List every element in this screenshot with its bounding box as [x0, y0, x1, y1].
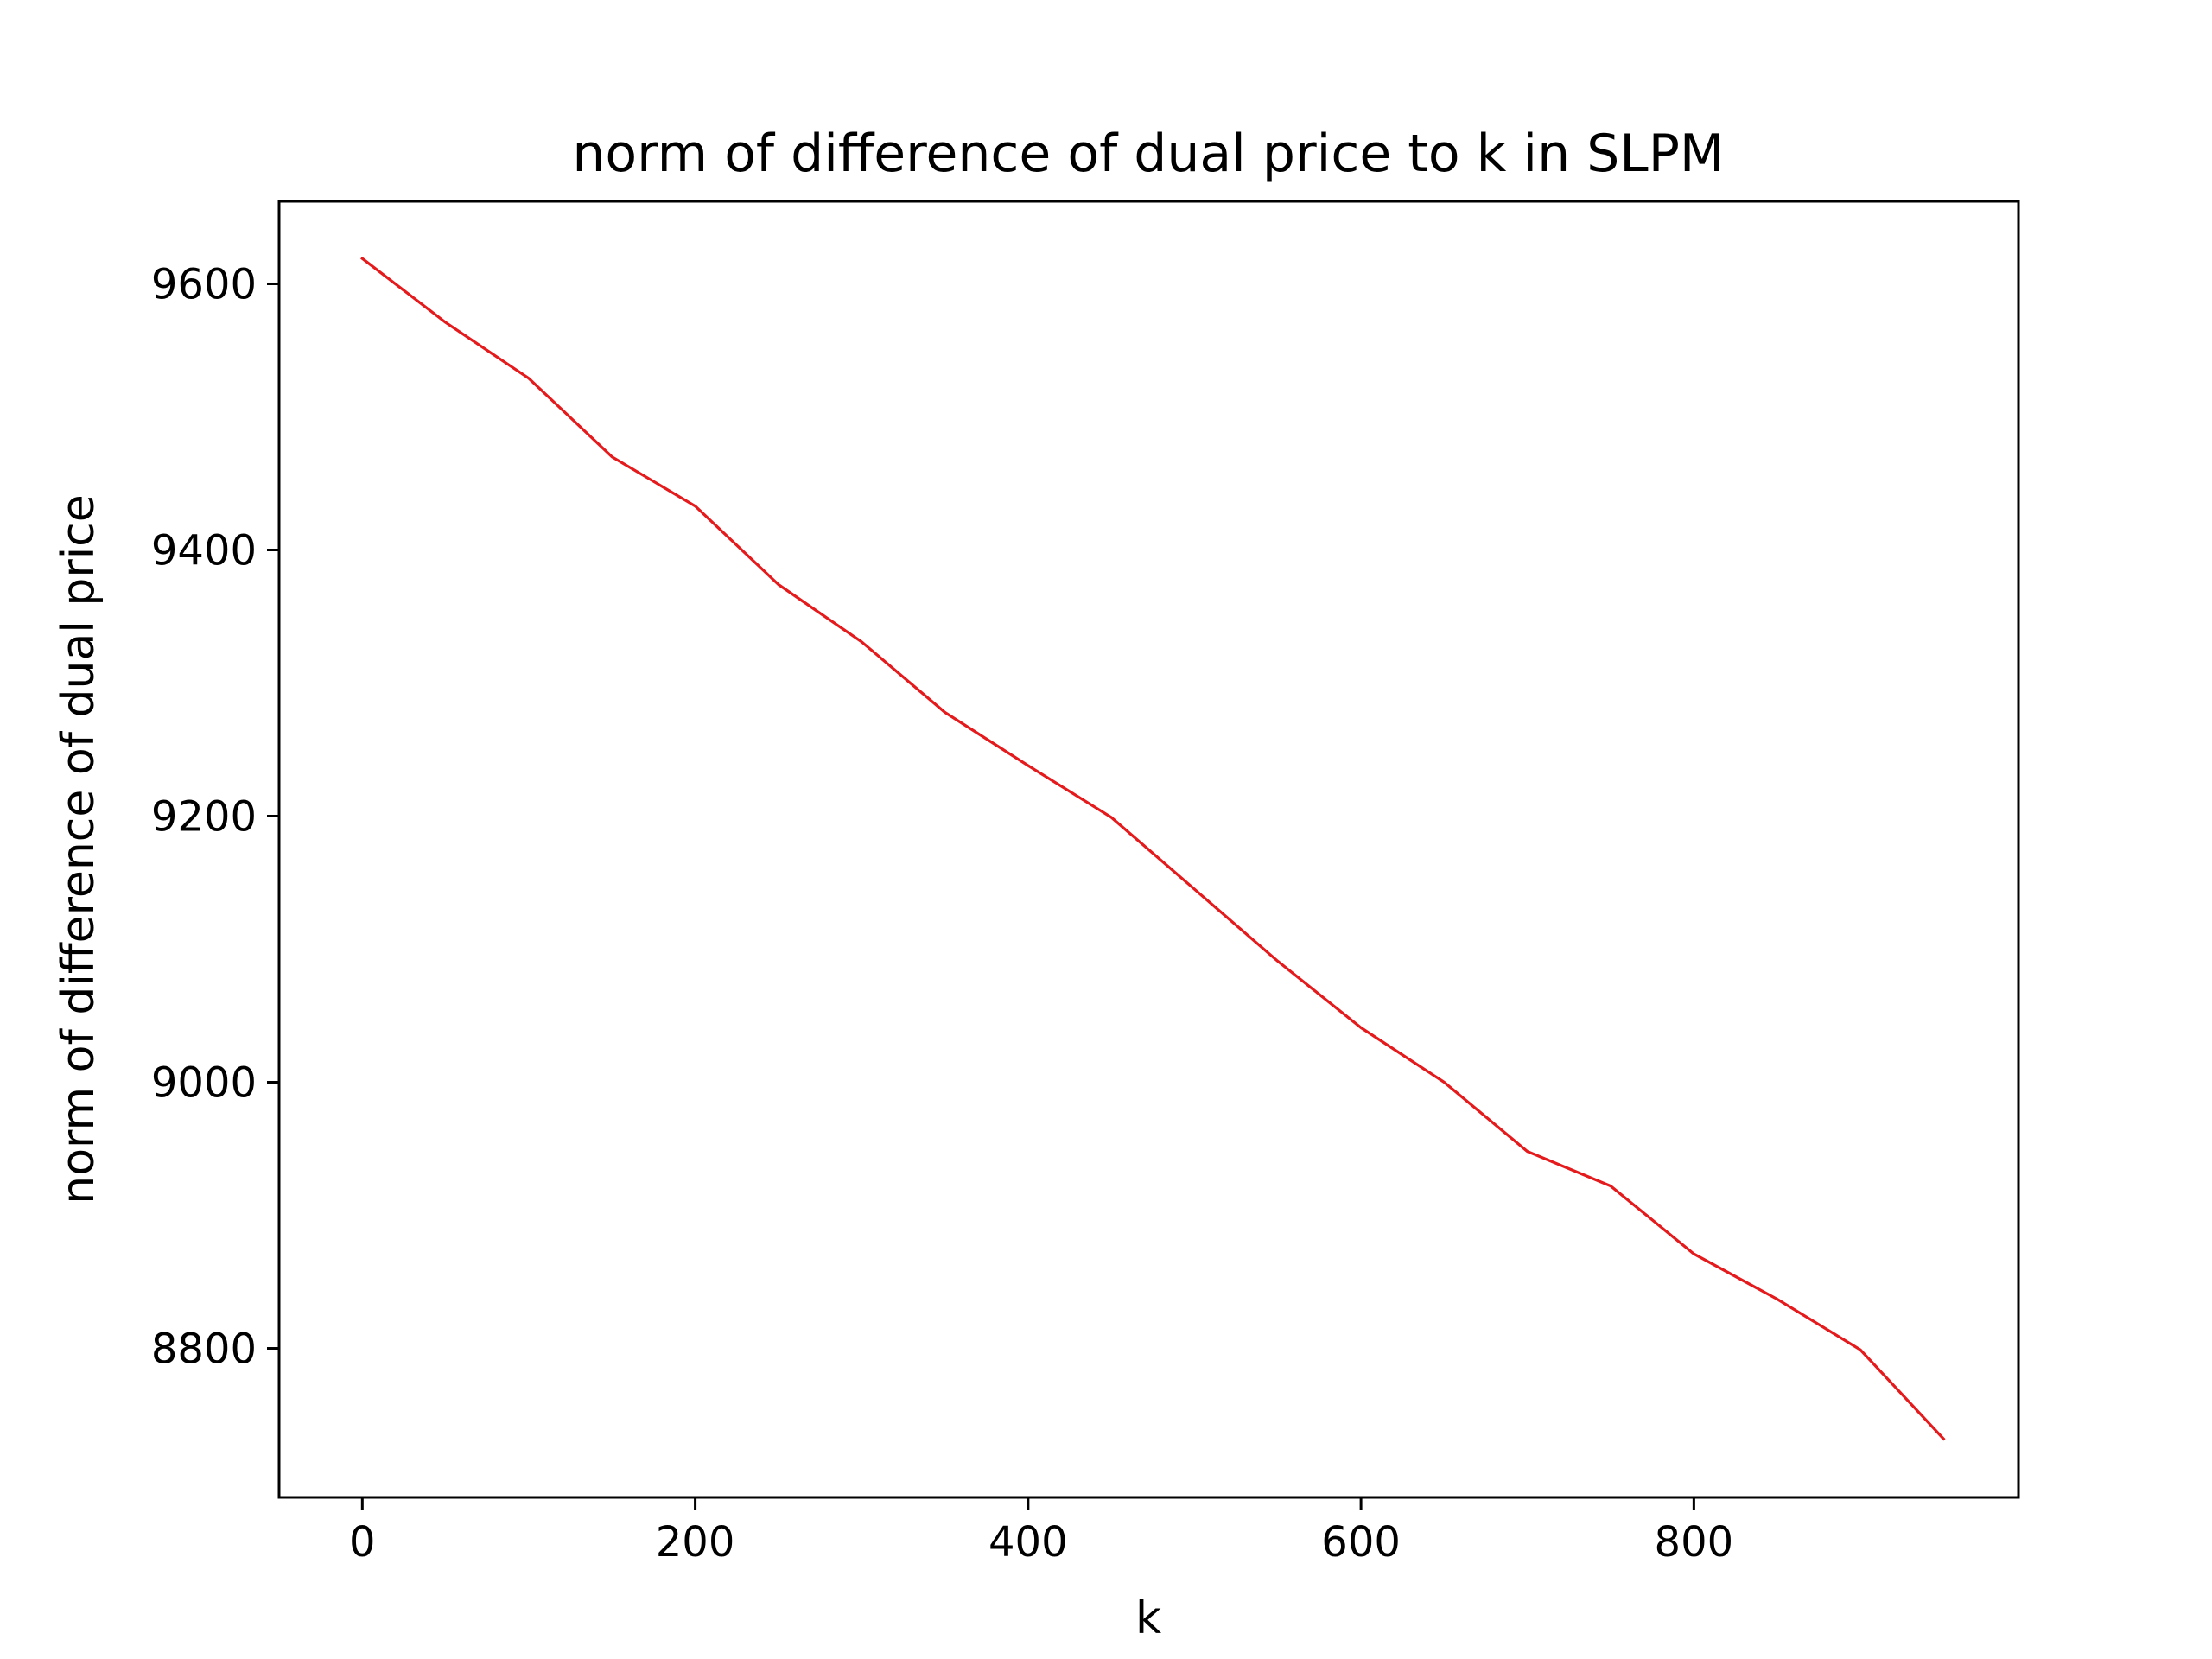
x-axis-label: k	[1135, 1592, 1161, 1644]
chart-title: norm of difference of dual price to k in…	[572, 124, 1724, 184]
y-tick-label: 9000	[151, 1059, 257, 1108]
y-tick-label: 9600	[151, 260, 257, 308]
axes-frame	[277, 200, 2020, 1499]
series-line-0	[360, 256, 1946, 1441]
y-axis: 8800 9000 9200 9400 9600	[151, 260, 279, 1374]
x-tick-label: 200	[656, 1518, 735, 1567]
plot-area	[360, 256, 1946, 1441]
x-tick-label: 400	[988, 1518, 1068, 1567]
y-tick-label: 9400	[151, 526, 257, 575]
x-tick-label: 0	[349, 1518, 376, 1567]
y-axis-label: norm of difference of dual price	[53, 494, 105, 1205]
x-axis: 0 200 400 600 800	[349, 1497, 1733, 1567]
x-tick-label: 800	[1655, 1518, 1734, 1567]
x-tick-label: 600	[1321, 1518, 1401, 1567]
y-tick-label: 8800	[151, 1325, 257, 1374]
y-tick-label: 9200	[151, 792, 257, 841]
